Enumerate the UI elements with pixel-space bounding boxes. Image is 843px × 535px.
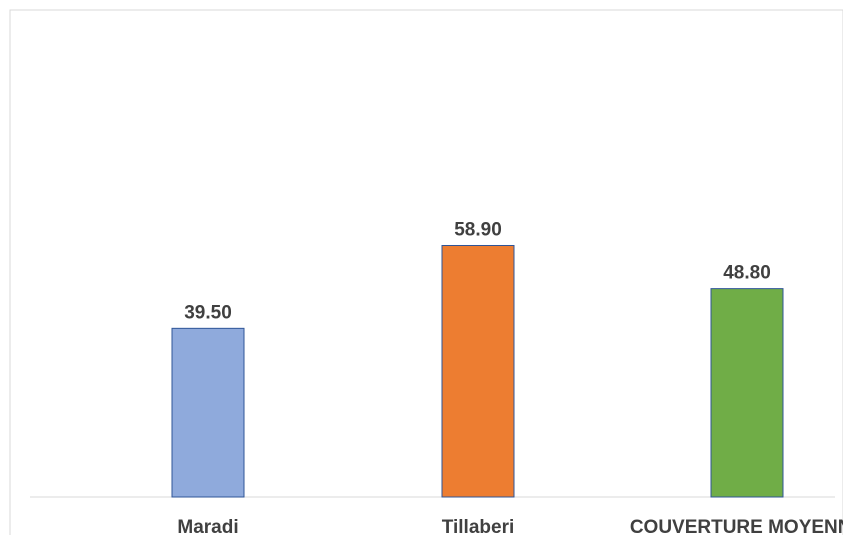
bar-tillaberi xyxy=(441,244,515,498)
chart-frame xyxy=(9,9,843,535)
bars-group xyxy=(171,244,784,498)
value-label-couverture-moyenne: 48.80 xyxy=(723,263,771,284)
value-labels-group: 39.50 58.90 48.80 xyxy=(184,219,771,323)
category-labels-group: Maradi Tillaberi COUVERTURE MOYENNE xyxy=(177,517,843,535)
category-label-tillaberi: Tillaberi xyxy=(442,517,515,535)
bar-couverture-moyenne xyxy=(710,288,784,498)
category-label-couverture-moyenne: COUVERTURE MOYENNE xyxy=(630,517,843,535)
value-label-maradi: 39.50 xyxy=(184,302,232,323)
category-label-maradi: Maradi xyxy=(177,517,238,535)
value-label-tillaberi: 58.90 xyxy=(454,219,502,240)
bar-maradi xyxy=(171,327,245,498)
